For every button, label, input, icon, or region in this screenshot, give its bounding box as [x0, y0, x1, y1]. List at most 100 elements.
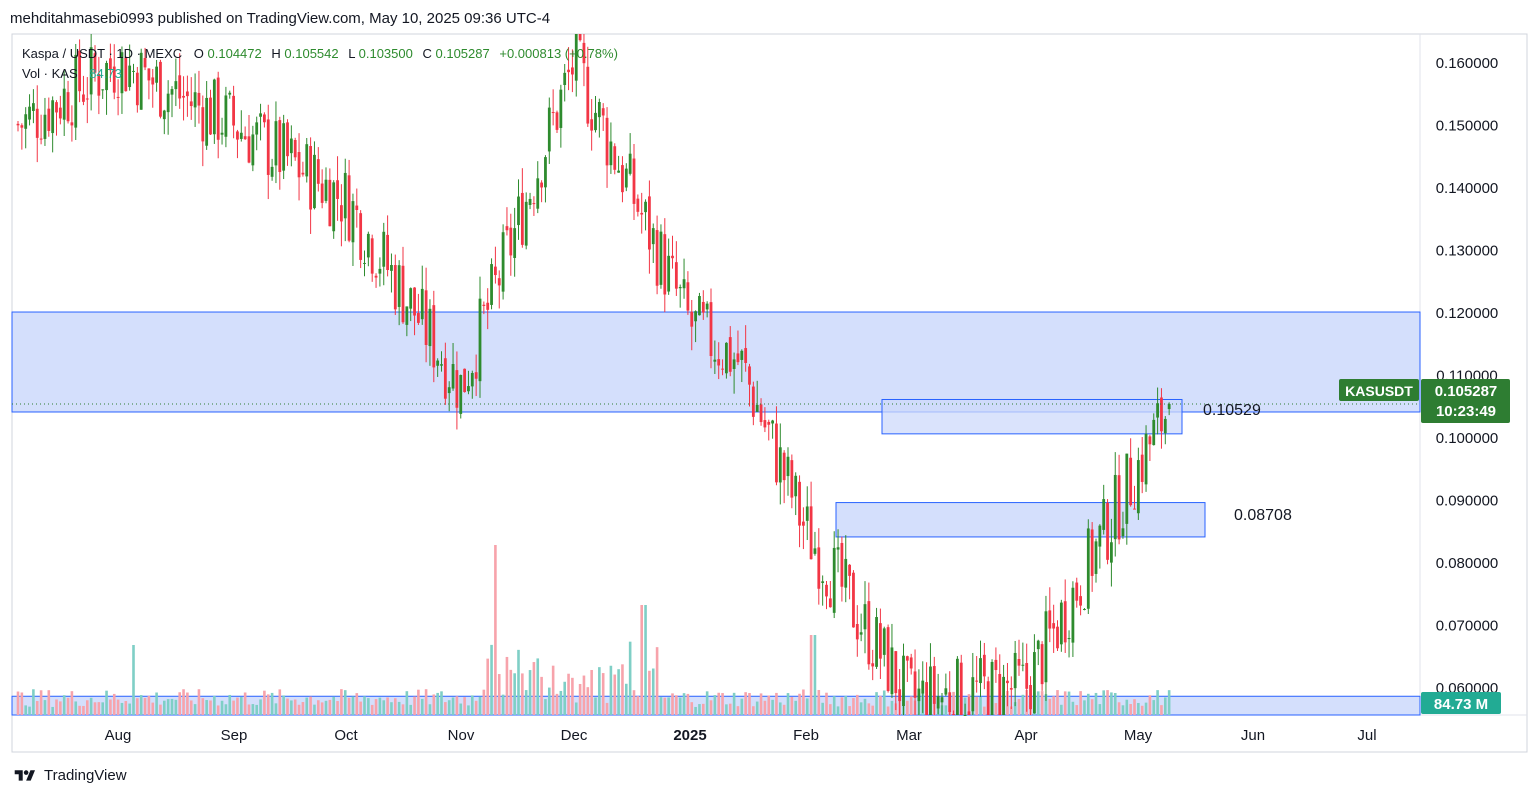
candle-body: [609, 141, 613, 166]
volume-bar: [640, 605, 643, 715]
volume-bar: [728, 703, 732, 715]
volume-bar: [478, 696, 482, 715]
volume-bar: [328, 699, 332, 715]
candle-body: [1040, 644, 1044, 685]
volume-bar: [471, 695, 474, 715]
candle-body: [832, 547, 836, 613]
legend[interactable]: Kaspa / USDT · 1D · MEXC O 0.104472 H 0.…: [22, 46, 618, 81]
volume-bar: [1071, 701, 1075, 715]
volume-bar: [1129, 704, 1132, 715]
price-badge-text: 0.105287: [1435, 383, 1498, 400]
candle-body: [128, 65, 132, 88]
candle-body: [524, 201, 528, 246]
candle-body: [574, 34, 578, 81]
volume-bar: [906, 700, 909, 715]
candle-body: [85, 98, 89, 100]
volume-bar: [213, 695, 216, 715]
candle-body: [301, 172, 305, 175]
candle-body: [289, 138, 293, 154]
volume-bar: [55, 699, 58, 715]
candle-body: [509, 227, 513, 256]
volume-bar: [871, 705, 874, 715]
volume-bar: [1106, 690, 1109, 715]
candle-body: [1117, 475, 1121, 540]
volume-bar: [582, 675, 586, 715]
x-tick-label: Dec: [561, 727, 588, 744]
candle-body: [405, 306, 409, 325]
candle-body: [109, 58, 112, 71]
time-axis[interactable]: Aug Sep Oct Nov Dec 2025 Feb Mar Apr May Jun Jul: [105, 727, 1377, 744]
tradingview-logo-icon: [14, 769, 35, 781]
candle-body: [894, 651, 898, 694]
volume-bar: [43, 700, 47, 715]
candle-body: [855, 624, 859, 640]
candle-body: [1056, 626, 1059, 649]
x-tick-label: Oct: [334, 727, 358, 744]
candle-body: [278, 120, 282, 173]
candle-body: [505, 226, 509, 231]
volume-bar: [93, 702, 97, 715]
candle-body: [624, 168, 628, 188]
volume-bar: [817, 689, 821, 715]
candle-body: [93, 53, 97, 73]
candle-body: [844, 558, 848, 588]
volume-bar: [324, 700, 328, 715]
candle-body: [963, 715, 967, 716]
volume-bar: [20, 692, 24, 715]
volume-bar: [367, 698, 370, 715]
candle-body: [1167, 403, 1171, 410]
candle-body: [936, 696, 940, 709]
volume-bar: [309, 696, 312, 715]
candle-body: [1160, 397, 1163, 432]
y-tick-label: 0.130000: [1436, 243, 1499, 260]
candle-body: [58, 107, 62, 119]
volume-bar: [678, 697, 682, 715]
volume-bar: [852, 698, 855, 715]
volume-bar: [266, 694, 270, 715]
volume-bar: [667, 697, 670, 715]
candle-body: [771, 420, 774, 424]
candle-body: [698, 296, 701, 316]
volume-bar: [451, 697, 455, 715]
volume-bar: [305, 697, 309, 715]
volume-bar: [1036, 691, 1040, 715]
volume-bar: [278, 689, 282, 715]
volume-bar: [378, 697, 382, 715]
candle-body: [925, 682, 928, 715]
volume-bar: [432, 694, 436, 715]
volume-bar: [320, 702, 324, 715]
candle-body: [555, 112, 559, 130]
volume-bar: [420, 698, 424, 715]
volume-bar: [813, 635, 817, 715]
volume-bar: [1048, 698, 1052, 715]
volume-bar: [47, 690, 51, 715]
volume-bar: [717, 692, 720, 715]
volume-bar: [1067, 691, 1071, 715]
candle-body: [944, 688, 948, 695]
candle-body: [201, 107, 205, 142]
candle-body: [713, 359, 717, 362]
candle-body: [1156, 403, 1159, 418]
annotation-level-1: 0.10529: [1203, 402, 1261, 419]
volume-bar: [829, 704, 832, 715]
volume-bar: [255, 704, 258, 715]
y-tick-label: 0.140000: [1436, 180, 1499, 197]
volume-bar: [1090, 699, 1094, 715]
price-axis[interactable]: 0.160000 0.150000 0.140000 0.130000 0.120000…: [1436, 55, 1499, 697]
candle-body: [1029, 685, 1032, 710]
volume-bar: [548, 687, 551, 715]
tradingview-brand[interactable]: TradingView: [12, 767, 127, 784]
volume-bar: [767, 695, 771, 715]
candle-body: [443, 358, 447, 399]
volume-bar: [97, 702, 101, 715]
volume-bar: [205, 700, 208, 715]
price-badge: KASUSDT 0.105287 10:23:49: [1339, 379, 1510, 423]
candle-body: [62, 88, 66, 120]
volume-bar: [875, 692, 878, 715]
volume-bar: [428, 704, 432, 715]
volume-bar: [521, 673, 524, 715]
candle-body: [35, 108, 39, 138]
candle-body: [212, 79, 216, 135]
volume-bar: [24, 705, 27, 715]
